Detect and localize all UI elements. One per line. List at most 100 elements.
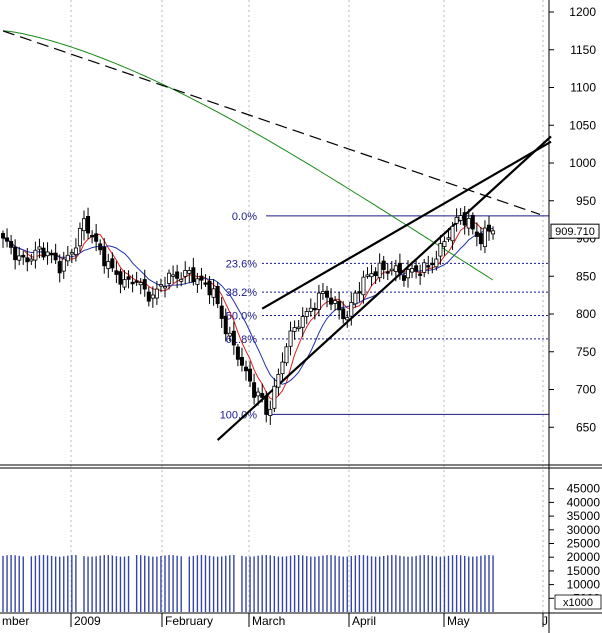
candle-body: [94, 233, 99, 242]
candle-body: [175, 271, 180, 279]
candle-body: [308, 307, 313, 312]
candle-body: [482, 227, 487, 248]
candle-body: [17, 255, 22, 261]
candle-body: [430, 262, 435, 266]
candle-body: [446, 237, 451, 240]
candle-body: [260, 393, 265, 398]
candle-body: [171, 274, 176, 277]
candle-body: [235, 346, 240, 360]
fib-level-label: 23.6%: [226, 258, 257, 270]
candle-body: [239, 357, 244, 366]
candle-body: [410, 268, 415, 273]
candle-body: [90, 235, 95, 238]
candle-body: [187, 270, 192, 274]
candle-body: [385, 271, 390, 274]
candle-body: [5, 237, 10, 242]
candle-body: [324, 290, 329, 298]
candle-body: [167, 272, 172, 284]
candle-body: [284, 346, 289, 364]
candle-body: [73, 247, 78, 256]
candle-body: [199, 275, 204, 281]
candle-body: [442, 241, 447, 247]
candle-body: [41, 247, 46, 258]
candle-body: [401, 275, 406, 281]
candle-body: [300, 316, 305, 328]
candle-body: [61, 258, 66, 272]
candle-body: [142, 279, 147, 290]
candle-body: [29, 258, 34, 262]
time-tick-label: J: [542, 614, 548, 628]
candle-body: [243, 366, 248, 372]
volume-axis: 4500040000350003000025000200001500010000…: [549, 482, 602, 610]
candle-body: [57, 261, 62, 274]
price-tick-label: 1000: [569, 156, 596, 170]
candle-body: [134, 280, 139, 283]
time-tick-label: mber: [2, 614, 29, 628]
candle-body: [434, 258, 439, 268]
candle-body: [146, 291, 151, 302]
candle-body: [110, 258, 115, 269]
candle-body: [361, 276, 366, 296]
candle-body: [341, 308, 346, 320]
candle-body: [276, 374, 281, 388]
candle-body: [207, 280, 212, 296]
candle-body: [389, 268, 394, 272]
candle-body: [179, 278, 184, 282]
volume-tick-label: 25000: [567, 537, 601, 551]
candle-body: [264, 395, 269, 415]
candle-body: [122, 279, 127, 288]
candle-body: [337, 301, 342, 311]
volume-tick-label: 10000: [567, 578, 601, 592]
candle-body: [82, 218, 87, 232]
candle-body: [231, 330, 236, 346]
trendline-wedge-upper: [261, 140, 552, 310]
candle-body: [118, 271, 123, 285]
candle-body: [211, 288, 216, 298]
price-tick-label: 1200: [569, 5, 596, 19]
candle-body: [223, 315, 228, 335]
candle-body: [77, 228, 82, 247]
fib-level-label: 100.0%: [220, 409, 258, 421]
candle-body: [158, 284, 163, 287]
candle-body: [21, 254, 26, 258]
candle-body: [195, 278, 200, 285]
candle-body: [426, 265, 431, 268]
volume-tick-label: 45000: [567, 482, 601, 496]
candle-body: [106, 261, 111, 269]
candle-body: [470, 214, 475, 230]
candle-body: [466, 217, 471, 229]
trendline-long-term-downtrend: [2, 30, 541, 215]
candle-body: [365, 274, 370, 277]
time-axis: mber 2009 February March April May J: [2, 613, 548, 628]
candle-body: [405, 269, 410, 279]
candle-body: [183, 270, 188, 277]
time-tick-label: March: [252, 614, 285, 628]
candle-body: [13, 246, 18, 261]
candle-body: [45, 251, 50, 257]
candle-body: [450, 225, 455, 242]
last-price-label: 909.710: [555, 226, 595, 238]
last-price-badge: 909.710: [550, 223, 600, 239]
candle-body: [288, 330, 293, 347]
time-tick-label: February: [165, 614, 213, 628]
candle-body: [329, 297, 334, 305]
volume-multiplier-box: [554, 594, 602, 610]
candle-body: [454, 216, 459, 224]
candle-body: [86, 215, 91, 234]
candle-body: [25, 257, 30, 263]
candle-body: [191, 267, 196, 283]
candle-body: [478, 233, 483, 245]
ma-long-line: [2, 30, 494, 281]
volume-tick-label: 15000: [567, 564, 601, 578]
candle-body: [373, 271, 378, 277]
candle-body: [227, 332, 232, 337]
candle-body: [114, 270, 119, 275]
candle-body: [312, 307, 317, 311]
volume-tick-label: 35000: [567, 509, 601, 523]
candle-body: [393, 265, 398, 272]
candle-body: [349, 302, 354, 317]
time-tick-label: May: [447, 614, 470, 628]
candle-body: [248, 368, 253, 382]
